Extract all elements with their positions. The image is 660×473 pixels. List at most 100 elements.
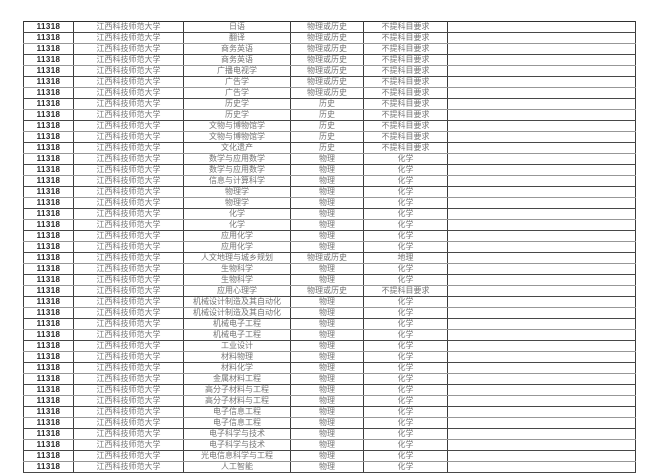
cell-university: 江西科技师范大学 — [73, 461, 184, 473]
cell-university: 江西科技师范大学 — [73, 241, 184, 253]
cell-notes — [447, 252, 636, 264]
table-row: 11318 江西科技师范大学 化学 物理 化学 — [23, 208, 636, 220]
cell-subject-requirement: 化学 — [363, 384, 448, 396]
cell-subject-group: 物理 — [290, 153, 364, 165]
cell-subject-requirement: 地理 — [363, 252, 448, 264]
cell-code: 11318 — [23, 329, 74, 341]
cell-university: 江西科技师范大学 — [73, 296, 184, 308]
cell-subject-requirement: 化学 — [363, 395, 448, 407]
cell-major: 数学与应用数学 — [183, 153, 291, 165]
table-row: 11318 江西科技师范大学 历史学 历史 不提科目要求 — [23, 109, 636, 121]
cell-subject-requirement: 化学 — [363, 439, 448, 451]
cell-code: 11318 — [23, 109, 74, 121]
cell-major: 应用心理学 — [183, 285, 291, 297]
cell-university: 江西科技师范大学 — [73, 329, 184, 341]
cell-university: 江西科技师范大学 — [73, 87, 184, 99]
cell-university: 江西科技师范大学 — [73, 175, 184, 187]
cell-notes — [447, 318, 636, 330]
table-row: 11318 江西科技师范大学 应用化学 物理 化学 — [23, 230, 636, 242]
cell-code: 11318 — [23, 285, 74, 297]
cell-notes — [447, 197, 636, 209]
cell-major: 文物与博物馆学 — [183, 131, 291, 143]
cell-code: 11318 — [23, 208, 74, 220]
cell-subject-group: 物理 — [290, 461, 364, 473]
cell-subject-requirement: 不提科目要求 — [363, 54, 448, 66]
cell-university: 江西科技师范大学 — [73, 285, 184, 297]
cell-subject-requirement: 化学 — [363, 450, 448, 462]
table-row: 11318 江西科技师范大学 广告学 物理或历史 不提科目要求 — [23, 76, 636, 88]
cell-notes — [447, 329, 636, 341]
cell-university: 江西科技师范大学 — [73, 98, 184, 110]
cell-code: 11318 — [23, 153, 74, 165]
cell-subject-group: 物理或历史 — [290, 32, 364, 44]
cell-subject-group: 物理 — [290, 450, 364, 462]
cell-major: 化学 — [183, 208, 291, 220]
table-body: 11318 江西科技师范大学 日语 物理或历史 不提科目要求 11318 江西科技师范大学翻… — [23, 21, 636, 473]
cell-code: 11318 — [23, 252, 74, 264]
cell-university: 江西科技师范大学 — [73, 263, 184, 275]
cell-notes — [447, 241, 636, 253]
cell-subject-requirement: 化学 — [363, 241, 448, 253]
cell-university: 江西科技师范大学 — [73, 197, 184, 209]
cell-major: 人文地理与城乡规划 — [183, 252, 291, 264]
cell-major: 广告学 — [183, 76, 291, 88]
cell-subject-requirement: 化学 — [363, 296, 448, 308]
table-row: 11318 江西科技师范大学 广播电视学 物理或历史 不提科目要求 — [23, 65, 636, 77]
cell-subject-requirement: 化学 — [363, 219, 448, 231]
cell-notes — [447, 395, 636, 407]
cell-university: 江西科技师范大学 — [73, 439, 184, 451]
cell-code: 11318 — [23, 439, 74, 451]
cell-code: 11318 — [23, 373, 74, 385]
cell-code: 11318 — [23, 274, 74, 286]
cell-subject-group: 物理 — [290, 208, 364, 220]
table-row: 11318 江西科技师范大学 光电信息科学与工程 物理 化学 — [23, 450, 636, 462]
cell-subject-requirement: 化学 — [363, 197, 448, 209]
cell-university: 江西科技师范大学 — [73, 32, 184, 44]
cell-notes — [447, 285, 636, 297]
cell-notes — [447, 307, 636, 319]
cell-major: 金属材料工程 — [183, 373, 291, 385]
cell-code: 11318 — [23, 428, 74, 440]
cell-university: 江西科技师范大学 — [73, 65, 184, 77]
cell-subject-group: 物理 — [290, 197, 364, 209]
admissions-requirements-table: 11318 江西科技师范大学 日语 物理或历史 不提科目要求 11318 江西科技师范大学翻… — [23, 21, 636, 473]
cell-subject-group: 物理 — [290, 296, 364, 308]
cell-notes — [447, 340, 636, 352]
cell-university: 江西科技师范大学 — [73, 340, 184, 352]
cell-major: 机械设计制造及其自动化 — [183, 307, 291, 319]
cell-university: 江西科技师范大学 — [73, 373, 184, 385]
cell-code: 11318 — [23, 263, 74, 275]
table-row: 11318 江西科技师范大学 信息与计算科学 物理 化学 — [23, 175, 636, 187]
cell-subject-group: 物理 — [290, 362, 364, 374]
table-row: 11318 江西科技师范大学 机械电子工程 物理 化学 — [23, 318, 636, 330]
cell-code: 11318 — [23, 175, 74, 187]
cell-notes — [447, 186, 636, 198]
cell-notes — [447, 417, 636, 429]
cell-subject-requirement: 化学 — [363, 329, 448, 341]
cell-code: 11318 — [23, 164, 74, 176]
table-row: 11318 江西科技师范大学 高分子材料与工程 物理 化学 — [23, 395, 636, 407]
table-row: 11318 江西科技师范大学 日语 物理或历史 不提科目要求 — [23, 21, 636, 33]
cell-code: 11318 — [23, 351, 74, 363]
cell-subject-group: 历史 — [290, 120, 364, 132]
cell-university: 江西科技师范大学 — [73, 417, 184, 429]
cell-subject-requirement: 化学 — [363, 417, 448, 429]
cell-subject-group: 物理 — [290, 428, 364, 440]
cell-major: 电子科学与技术 — [183, 439, 291, 451]
cell-notes — [447, 263, 636, 275]
cell-notes — [447, 428, 636, 440]
cell-subject-requirement: 化学 — [363, 153, 448, 165]
cell-major: 文物与博物馆学 — [183, 120, 291, 132]
cell-notes — [447, 351, 636, 363]
cell-notes — [447, 65, 636, 77]
cell-subject-group: 物理 — [290, 395, 364, 407]
cell-subject-group: 物理 — [290, 307, 364, 319]
cell-university: 江西科技师范大学 — [73, 153, 184, 165]
admissions-table-area: 11318 江西科技师范大学 日语 物理或历史 不提科目要求 11318 江西科技师范大学翻… — [23, 21, 636, 473]
cell-subject-group: 物理 — [290, 263, 364, 275]
cell-code: 11318 — [23, 21, 74, 33]
cell-major: 材料物理 — [183, 351, 291, 363]
cell-subject-group: 物理或历史 — [290, 252, 364, 264]
table-row: 11318 江西科技师范大学 材料化学 物理 化学 — [23, 362, 636, 374]
cell-major: 人工智能 — [183, 461, 291, 473]
